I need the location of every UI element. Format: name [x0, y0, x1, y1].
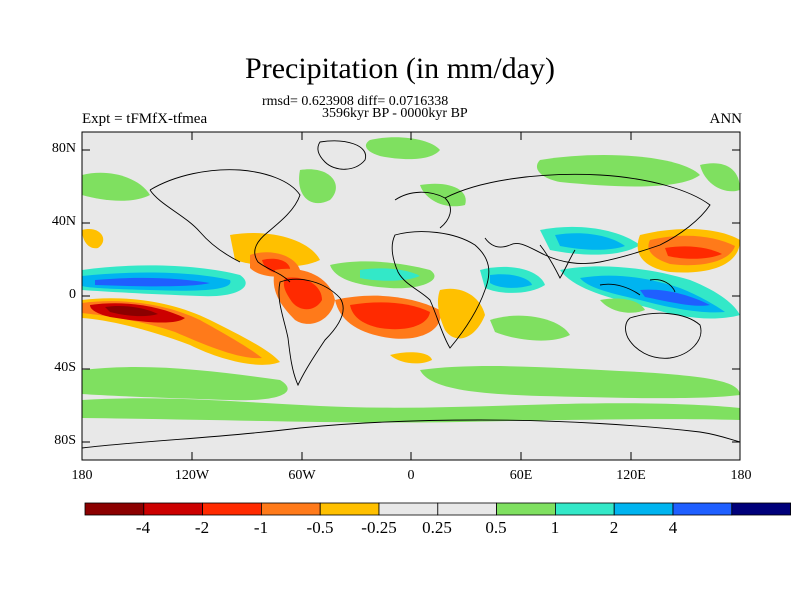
lat-label-80s: 80S [54, 433, 76, 448]
coastlines [82, 140, 740, 449]
colorbar-label: -4 [135, 518, 151, 537]
precipitation-field [82, 137, 740, 423]
lon-label-120e: 120E [616, 468, 646, 483]
colorbar-label: -0.5 [306, 518, 334, 537]
experiment-label: Expt = tFMfX-tfmea [82, 111, 208, 127]
lon-label-180e: 180 [730, 468, 752, 483]
lon-label-180w: 180 [71, 468, 93, 483]
axis-ticks [82, 132, 740, 460]
colorbar-swatch [672, 502, 733, 516]
colorbar-swatch [496, 502, 556, 516]
season-label: ANN [709, 111, 743, 127]
lat-label-0: 0 [69, 287, 76, 302]
colorbar-swatch [555, 502, 615, 516]
colorbar-swatch [731, 502, 791, 516]
lon-label-60e: 60E [509, 468, 533, 483]
map-title: Precipitation (in mm/day) [245, 52, 555, 85]
colorbar-label: 2 [609, 518, 619, 537]
colorbar-label: 0.5 [485, 518, 507, 537]
colorbar [84, 502, 791, 516]
lon-label-0: 0 [407, 468, 415, 483]
colorbar-label: 0.25 [422, 518, 452, 537]
period-line: 3596kyr BP - 0000kyr BP [322, 106, 468, 121]
colorbar-swatch [437, 502, 497, 516]
colorbar-swatch [613, 502, 674, 516]
colorbar-label: -0.25 [361, 518, 397, 537]
colorbar-swatch [378, 502, 439, 516]
colorbar-label: -1 [253, 518, 269, 537]
colorbar-swatch [202, 502, 262, 516]
colorbar-label: 4 [668, 518, 678, 537]
lat-label-40s: 40S [54, 360, 76, 375]
stats-line: rmsd= 0.623908 diff= 0.0716338 [262, 94, 449, 109]
colorbar-swatch [143, 502, 204, 516]
colorbar-label: 1 [550, 518, 560, 537]
colorbar-swatch [319, 502, 380, 516]
lon-label-120w: 120W [174, 468, 210, 483]
colorbar-swatch [260, 502, 321, 516]
lat-label-80n: 80N [51, 141, 76, 156]
colorbar-swatch [84, 502, 145, 516]
lon-label-60w: 60W [288, 468, 316, 483]
colorbar-label: -2 [194, 518, 210, 537]
lat-label-40n: 40N [51, 214, 76, 229]
